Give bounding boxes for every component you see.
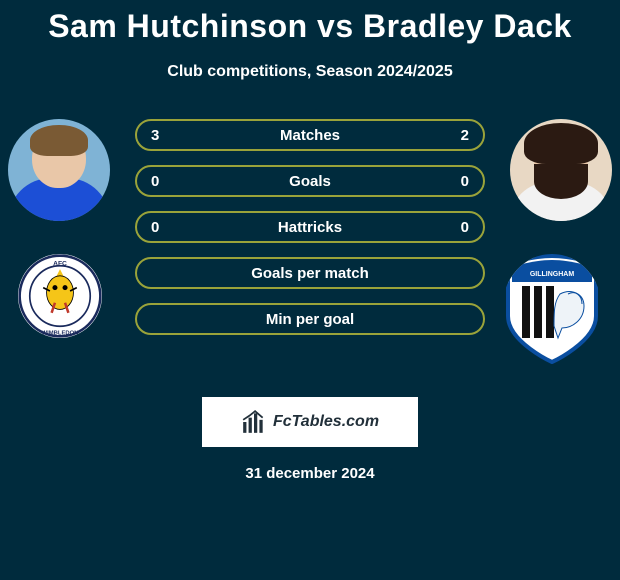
watermark-text: FcTables.com [273, 413, 379, 431]
stat-label: Goals [179, 173, 441, 190]
stat-label: Hattricks [179, 219, 441, 236]
subtitle: Club competitions, Season 2024/2025 [0, 63, 620, 81]
svg-text:GILLINGHAM: GILLINGHAM [530, 271, 574, 278]
stat-value-right: 2 [441, 127, 469, 144]
stat-rows: 3 Matches 2 0 Goals 0 0 Hattricks 0 Goal… [135, 119, 485, 349]
stat-row-hattricks: 0 Hattricks 0 [135, 211, 485, 243]
svg-text:WIMBLEDON: WIMBLEDON [42, 331, 79, 337]
stat-value-right: 0 [441, 173, 469, 190]
club-badge-right: GILLINGHAM [502, 254, 602, 364]
stat-row-goals: 0 Goals 0 [135, 165, 485, 197]
stat-value-left: 0 [151, 219, 179, 236]
stat-value-left: 0 [151, 173, 179, 190]
svg-text:AFC: AFC [53, 261, 67, 268]
date: 31 december 2024 [0, 465, 620, 482]
player-photo-right [510, 119, 612, 221]
stat-label: Min per goal [179, 311, 441, 328]
stat-row-goals-per-match: Goals per match [135, 257, 485, 289]
stat-label: Goals per match [179, 265, 441, 282]
comparison-area: AFC WIMBLEDON GILLINGHAM 3 Matches 2 0 G… [0, 119, 620, 379]
stat-value-right: 0 [441, 219, 469, 236]
page-title: Sam Hutchinson vs Bradley Dack [0, 0, 620, 45]
stat-label: Matches [179, 127, 441, 144]
watermark: FcTables.com [202, 397, 418, 447]
chart-icon [241, 409, 267, 435]
stat-row-matches: 3 Matches 2 [135, 119, 485, 151]
player-photo-left [8, 119, 110, 221]
club-badge-left: AFC WIMBLEDON [18, 254, 102, 338]
stat-row-min-per-goal: Min per goal [135, 303, 485, 335]
stat-value-left: 3 [151, 127, 179, 144]
